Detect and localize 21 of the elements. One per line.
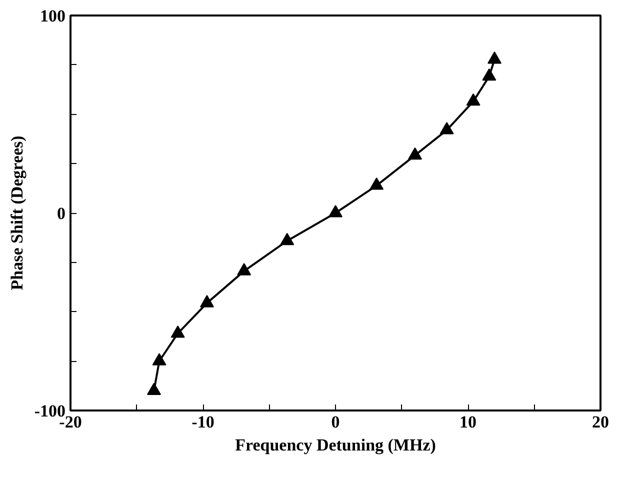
point: [488, 52, 502, 64]
point: [280, 232, 294, 246]
point: [328, 204, 342, 218]
y-tick-label: 100: [40, 6, 66, 26]
x-tick-label: -10: [192, 412, 214, 432]
point: [170, 325, 185, 338]
y-axis-title: Phase Shift (Degrees): [7, 136, 26, 290]
x-tick-label: 10: [460, 412, 476, 432]
y-tick-label: 0: [57, 204, 66, 223]
point: [408, 147, 422, 160]
point: [466, 93, 480, 106]
point: [482, 68, 496, 81]
point: [200, 295, 214, 308]
point: [440, 122, 454, 134]
point: [237, 263, 252, 276]
point: [370, 178, 384, 190]
x-tick-label: 0: [331, 412, 340, 432]
x-axis-title: Frequency Detuning (MHz): [235, 436, 436, 454]
x-tick-label: 20: [592, 412, 609, 432]
point: [146, 382, 161, 396]
point: [152, 353, 166, 366]
